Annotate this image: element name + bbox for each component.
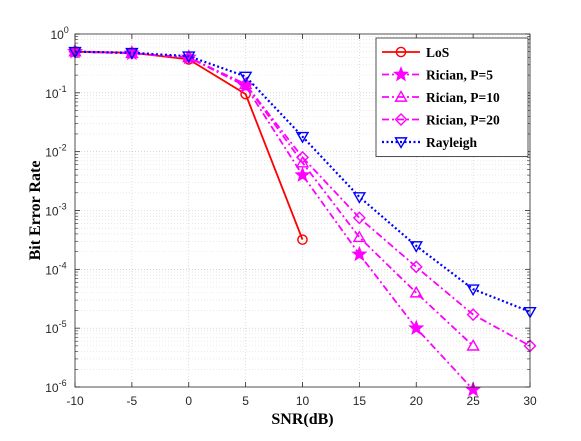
data-point [466, 308, 480, 322]
grid [74, 34, 531, 387]
data-point [352, 211, 366, 225]
x-tick-label: 10 [296, 394, 310, 408]
y-tick-base: 10 [45, 381, 59, 395]
legend-marker [394, 113, 408, 126]
x-tick-label: 30 [523, 394, 537, 408]
y-tick-label: 10 -5 [45, 319, 66, 336]
y-tick-label: 10 -1 [45, 84, 66, 101]
y-tick-label: 10 -3 [45, 202, 66, 219]
legend-label: Rayleigh [426, 135, 477, 150]
data-point [352, 230, 367, 243]
series-group [66, 43, 537, 397]
data-point [238, 71, 253, 84]
data-point [409, 260, 423, 274]
y-tick-label: 10 -6 [45, 378, 66, 395]
legend-item: Rayleigh [382, 135, 477, 150]
y-tick-exponent: -4 [59, 260, 67, 270]
data-point [466, 338, 480, 351]
data-point [408, 319, 425, 335]
data-point [409, 285, 423, 298]
legend-label: LoS [426, 45, 449, 60]
legend: LoS Rician, P=5 Rician, P=10 Rician, P=20 Ra… [375, 37, 529, 157]
y-tick-label: 10 0 [50, 25, 68, 42]
y-tick-base: 10 [45, 87, 59, 101]
legend-marker [392, 66, 410, 82]
legend-label: Rician, P=5 [426, 68, 493, 83]
y-tick-base: 10 [45, 205, 59, 219]
y-axis-label: Bit Error Rate [27, 161, 44, 261]
y-tick-base: 10 [45, 263, 59, 277]
series-line [74, 50, 531, 313]
data-point [125, 47, 139, 60]
y-tick-base: 10 [45, 322, 59, 336]
x-tick-label: -5 [127, 394, 138, 408]
legend-item: LoS [382, 45, 449, 60]
data-point [409, 241, 423, 253]
data-point [466, 284, 480, 297]
data-point [238, 77, 253, 90]
y-tick-label: 10 -4 [45, 260, 66, 277]
y-tick-exponent: -5 [59, 319, 67, 329]
x-tick-label: 25 [466, 394, 480, 408]
data-point [297, 234, 308, 245]
y-tick-exponent: -1 [59, 84, 67, 94]
x-tick-label: 20 [410, 394, 424, 408]
y-tick-base: 10 [50, 28, 64, 42]
legend-item: Rician, P=5 [382, 66, 493, 83]
x-tick-label: -10 [66, 394, 84, 408]
data-point [239, 77, 253, 91]
legend-label: Rician, P=20 [426, 113, 500, 128]
series-line [74, 50, 531, 347]
data-point [296, 150, 309, 164]
y-tick-exponent: 0 [64, 25, 69, 35]
legend-item: Rician, P=20 [382, 113, 500, 128]
x-tick-label: 0 [185, 394, 192, 408]
x-tick-label: 5 [242, 394, 249, 408]
legend-marker [395, 46, 407, 58]
legend-label: Rician, P=10 [426, 90, 500, 105]
y-tick-exponent: -3 [59, 202, 67, 212]
legend-item: Rician, P=10 [382, 90, 500, 105]
y-tick-label: 10 -2 [45, 143, 66, 160]
data-point [294, 166, 311, 182]
x-tick-label: 15 [353, 394, 367, 408]
data-point [295, 131, 310, 144]
legend-marker [394, 90, 408, 102]
data-point [182, 51, 196, 64]
data-point [351, 245, 368, 262]
legend-marker [394, 137, 408, 149]
x-axis-label: SNR(dB) [271, 411, 333, 428]
data-point [465, 381, 482, 397]
y-tick-exponent: -2 [59, 143, 67, 153]
data-point [352, 192, 367, 204]
y-tick-base: 10 [45, 146, 59, 160]
y-tick-exponent: -6 [59, 378, 67, 388]
data-point [295, 155, 310, 168]
